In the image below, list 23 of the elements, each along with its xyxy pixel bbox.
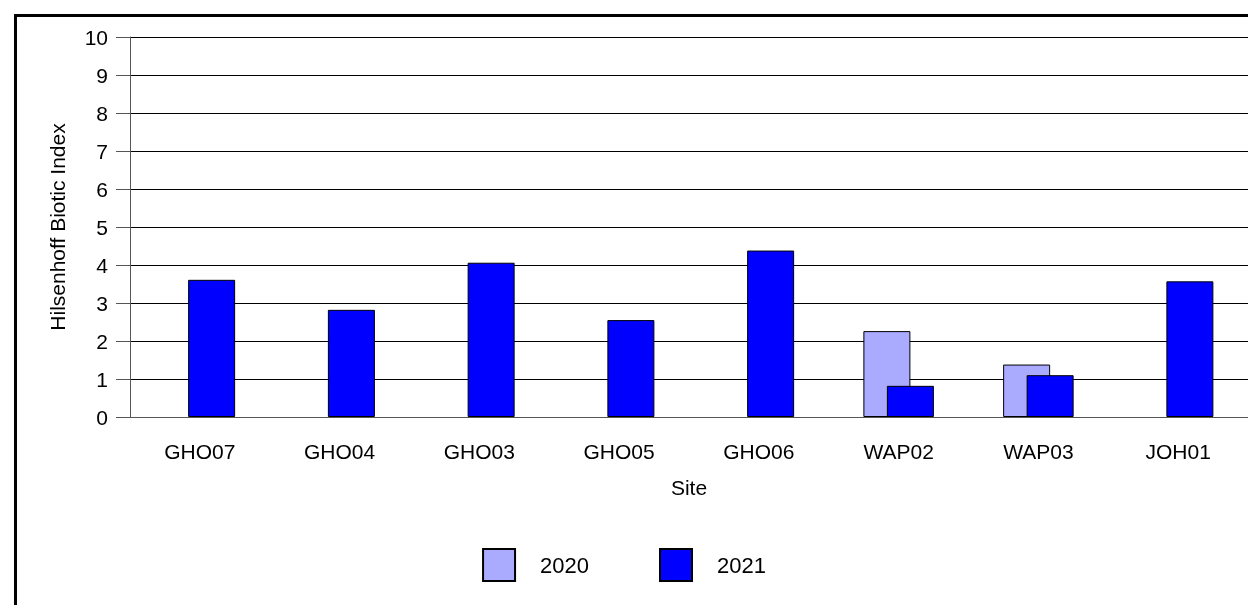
y-tick-label: 10	[84, 25, 108, 49]
y-tick-label: 3	[96, 291, 108, 315]
x-tick-label: GHO03	[443, 440, 515, 463]
y-tick-label: 8	[96, 101, 108, 125]
y-tick-label: 2	[96, 329, 108, 353]
x-tick-label: GHO05	[583, 440, 655, 463]
y-tick-label: 5	[96, 215, 108, 239]
y-tick-label: 6	[96, 177, 108, 201]
y-tick-label: 9	[96, 63, 108, 87]
y-tick-label: 7	[96, 139, 108, 163]
x-tick-label: JOH01	[1145, 440, 1211, 463]
x-axis-title: Site	[670, 476, 708, 499]
y-tick-label: 1	[96, 367, 108, 391]
x-tick-label: GHO04	[304, 440, 376, 463]
y-axis-title: Hilsenhoff Biotic Index	[46, 122, 69, 331]
legend-label: 2020	[540, 552, 590, 578]
x-tick-label: WAP03	[1003, 440, 1074, 463]
x-tick-label: WAP02	[863, 440, 934, 463]
x-tick-label: GHO06	[723, 440, 795, 463]
y-tick-label: 0	[96, 405, 108, 429]
legend-label: 2021	[717, 552, 766, 578]
x-tick-label: GHO07	[164, 440, 236, 463]
y-tick-label: 4	[96, 253, 109, 277]
